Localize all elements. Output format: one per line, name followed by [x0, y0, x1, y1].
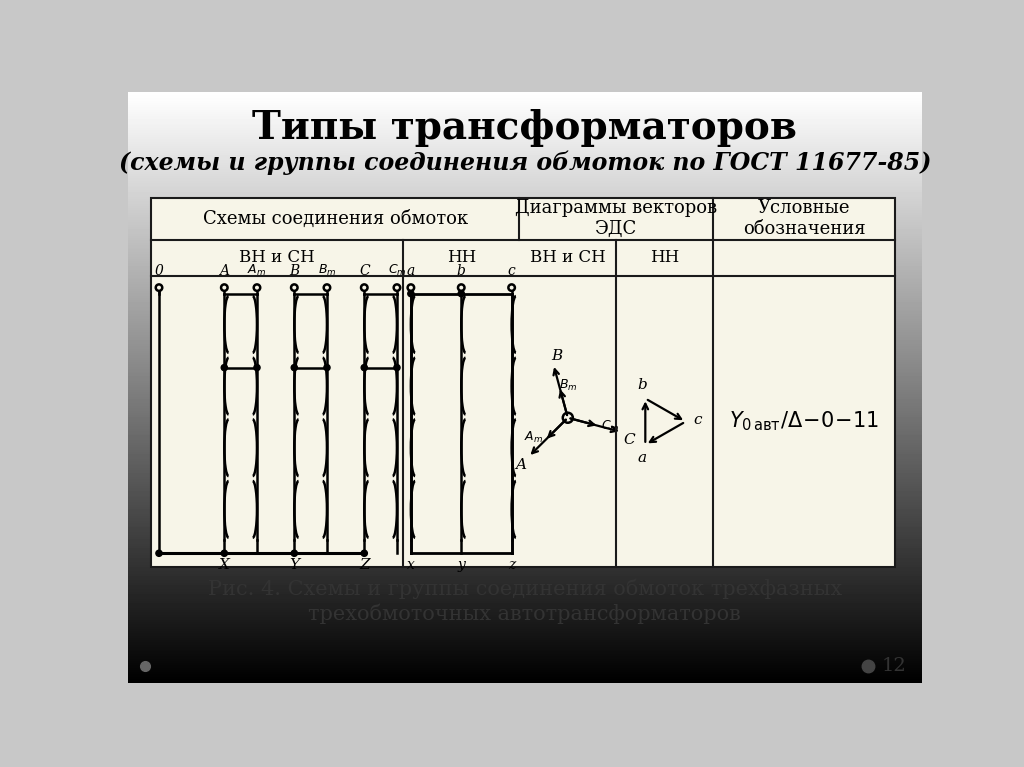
- Circle shape: [291, 364, 297, 370]
- Text: 0: 0: [155, 265, 164, 278]
- Text: Типы трансформаторов: Типы трансформаторов: [252, 109, 798, 147]
- Text: b: b: [457, 265, 466, 278]
- Text: Диаграммы векторов
ЭДС: Диаграммы векторов ЭДС: [515, 199, 718, 238]
- Text: $A_m$: $A_m$: [248, 263, 266, 278]
- Text: x: x: [407, 558, 415, 572]
- Circle shape: [361, 550, 368, 556]
- Bar: [152, 198, 895, 567]
- Circle shape: [394, 364, 400, 370]
- Bar: [152, 198, 895, 567]
- Text: (схемы и группы соединения обмоток по ГОСТ 11677-85): (схемы и группы соединения обмоток по ГО…: [119, 150, 931, 175]
- Text: c: c: [508, 265, 515, 278]
- Text: ВН и СН: ВН и СН: [530, 249, 605, 266]
- Circle shape: [291, 550, 297, 556]
- Circle shape: [408, 291, 414, 297]
- Text: $C_m$: $C_m$: [388, 263, 407, 278]
- Text: Схемы соединения обмоток: Схемы соединения обмоток: [203, 209, 468, 228]
- Text: ВН и СН: ВН и СН: [240, 249, 315, 266]
- Text: НН: НН: [650, 249, 679, 266]
- Text: A: A: [515, 458, 526, 472]
- Circle shape: [156, 550, 162, 556]
- Text: $B_m$: $B_m$: [317, 263, 336, 278]
- Text: A: A: [219, 265, 229, 278]
- Text: B: B: [289, 265, 299, 278]
- Text: Условные
обозначения: Условные обозначения: [742, 199, 865, 238]
- Text: B: B: [551, 350, 562, 364]
- Text: a: a: [407, 265, 415, 278]
- Text: $B_m$: $B_m$: [559, 377, 578, 393]
- Circle shape: [221, 550, 227, 556]
- Circle shape: [361, 364, 368, 370]
- Text: C: C: [359, 265, 370, 278]
- Circle shape: [324, 364, 330, 370]
- Circle shape: [458, 291, 464, 297]
- Text: $C_m$: $C_m$: [601, 419, 620, 433]
- Text: $A_m$: $A_m$: [524, 430, 544, 445]
- Text: b: b: [637, 377, 647, 392]
- Text: Рис. 4. Схемы и группы соединения обмоток трехфазных: Рис. 4. Схемы и группы соединения обмото…: [208, 578, 842, 599]
- Text: трехобмоточных автотрансформаторов: трехобмоточных автотрансформаторов: [308, 603, 741, 624]
- Circle shape: [254, 364, 260, 370]
- Text: $Y_{0\,\mathrm{авт}}/\Delta\!-\!0\!-\!11$: $Y_{0\,\mathrm{авт}}/\Delta\!-\!0\!-\!11…: [729, 410, 880, 433]
- Text: a: a: [638, 451, 647, 465]
- Text: Y: Y: [289, 558, 299, 572]
- Text: C: C: [624, 433, 635, 447]
- Text: y: y: [458, 558, 465, 572]
- Text: z: z: [508, 558, 515, 572]
- Circle shape: [221, 364, 227, 370]
- Text: c: c: [693, 413, 701, 427]
- Text: 12: 12: [882, 657, 907, 675]
- Text: НН: НН: [446, 249, 476, 266]
- Text: X: X: [219, 558, 229, 572]
- Text: Z: Z: [359, 558, 370, 572]
